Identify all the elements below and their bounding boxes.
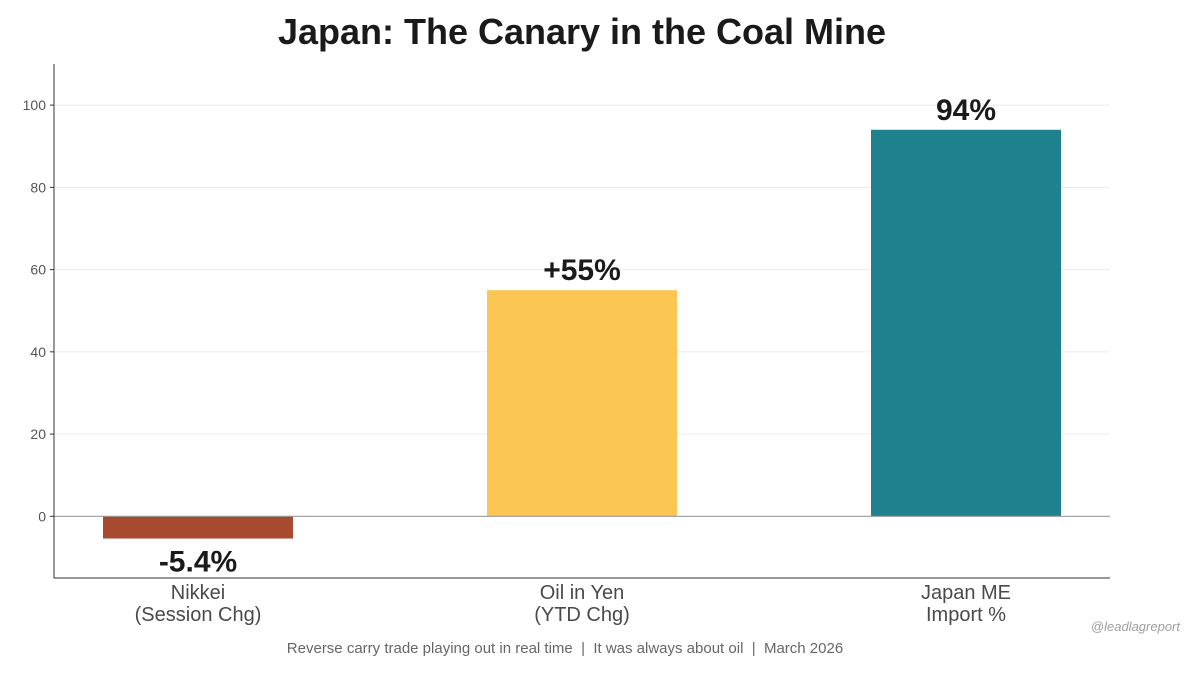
bar-2: [487, 290, 677, 517]
category-label-3: Japan ME: [921, 582, 1011, 604]
y-tick-label: 80: [30, 179, 46, 195]
y-tick-label: 40: [30, 344, 46, 360]
category-label-1: Nikkei: [171, 582, 225, 604]
data-label-1: -5.4%: [159, 546, 237, 579]
y-tick-label: 20: [30, 426, 46, 442]
y-tick-label: 60: [30, 262, 46, 278]
x-axis-category-labels: Nikkei(Session Chg) Oil in Yen(YTD Chg) Ja…: [135, 582, 1011, 626]
category-label-3: Import %: [926, 604, 1006, 626]
data-label-3: 94%: [936, 94, 996, 127]
bar-3: [871, 129, 1061, 517]
category-label-2: (YTD Chg): [534, 604, 630, 626]
y-tick-label: 100: [23, 97, 47, 113]
bar-1: [103, 516, 293, 539]
data-label-2: +55%: [543, 254, 621, 287]
y-tick-label: 0: [38, 508, 46, 524]
data-labels: -5.4% +55% 94%: [159, 94, 996, 579]
category-label-2: Oil in Yen: [540, 582, 625, 604]
watermark: @leadlagreport: [1091, 619, 1181, 634]
y-axis-ticks: 0 20 40 60 80 100: [23, 97, 54, 524]
category-label-1: (Session Chg): [135, 604, 262, 626]
chart-footnote: Reverse carry trade playing out in real …: [287, 640, 843, 657]
bars: [103, 129, 1061, 539]
axes: [53, 64, 1110, 579]
chart-title: Japan: The Canary in the Coal Mine: [278, 11, 886, 52]
